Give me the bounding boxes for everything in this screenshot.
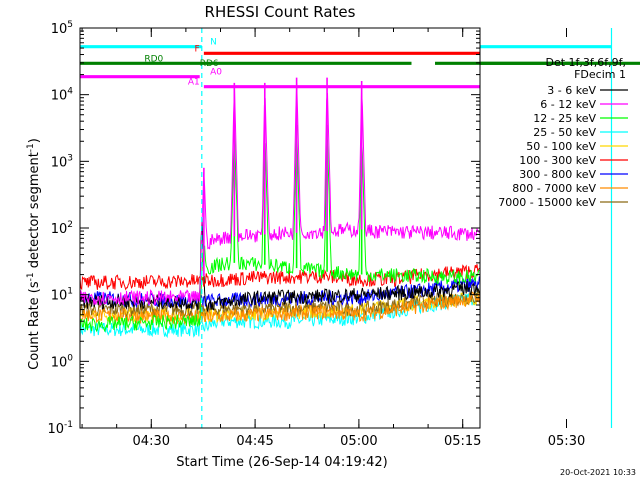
series-layer <box>79 77 480 339</box>
legend-label: 25 - 50 keV <box>533 126 596 139</box>
series-line <box>79 291 480 326</box>
series-line <box>79 264 480 291</box>
legend-label: 6 - 12 keV <box>540 98 596 111</box>
attenuator-lines <box>201 28 613 428</box>
date-stamp: 20-Oct-2021 10:33 <box>560 468 636 477</box>
legend-label: 100 - 300 keV <box>519 154 596 167</box>
flag-label: A0 <box>210 68 222 78</box>
legend-label: 3 - 6 keV <box>547 84 596 97</box>
y-axis-label-part: ) <box>27 138 42 143</box>
legend-title: FDecim 1 <box>574 68 626 81</box>
legend-label: 800 - 7000 keV <box>512 182 596 195</box>
y-tick-label: 102 <box>51 220 73 237</box>
x-tick-label: 04:30 <box>133 434 170 449</box>
y-axis-label-part: detector segment <box>27 152 42 272</box>
series-line <box>79 82 480 307</box>
legend-title: Det 1f,3f,6f,9f, <box>545 56 626 69</box>
flag-label: F <box>195 44 200 54</box>
y-tick-label: 104 <box>51 87 74 104</box>
chart-title: RHESSI Count Rates <box>205 3 356 21</box>
flag-label: RD0 <box>144 54 163 64</box>
x-tick-label: 04:45 <box>236 434 273 449</box>
flag-label: N <box>210 38 217 48</box>
x-tick-label: 05:15 <box>444 434 481 449</box>
y-tick-label: 101 <box>51 287 73 304</box>
y-tick-label: 103 <box>51 153 73 170</box>
y-axis-label-part: -1 <box>26 272 36 281</box>
x-axis-label: Start Time (26-Sep-14 04:19:42) <box>176 455 387 470</box>
y-tick-label: 105 <box>51 20 73 37</box>
legend-label: 300 - 800 keV <box>519 168 596 181</box>
legend-label: 7000 - 15000 keV <box>498 196 596 209</box>
axes: 10-1 100 101 102 103 104 105 04:30 04:45 05:00 05:… <box>47 20 585 449</box>
x-tick-label: 05:00 <box>340 434 377 449</box>
y-axis-label-part: -1 <box>26 143 36 152</box>
legend-label: 12 - 25 keV <box>533 112 596 125</box>
x-tick-label: 05:30 <box>548 434 585 449</box>
flag-label: RD6 <box>200 59 219 69</box>
series-line <box>79 129 480 333</box>
y-tick-label: 100 <box>51 353 74 370</box>
y-tick-label: 10-1 <box>47 420 73 437</box>
y-axis-label: Count Rate (s-1 detector segment-1) <box>26 138 42 370</box>
y-axis-label-part: Count Rate (s <box>27 281 42 370</box>
flag-label: A1 <box>188 78 200 88</box>
legend-label: 50 - 100 keV <box>526 140 596 153</box>
